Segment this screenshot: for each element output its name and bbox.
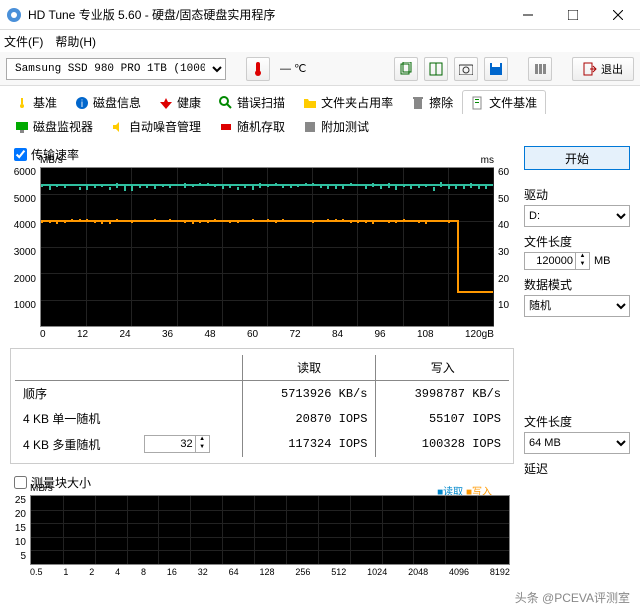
block-checkbox[interactable]: [14, 476, 27, 489]
temp-icon[interactable]: [246, 57, 270, 81]
file-length2-select[interactable]: 64 MB: [524, 432, 630, 454]
temperature: — ℃: [280, 62, 306, 75]
queue-depth-spinner[interactable]: ▲▼: [144, 435, 210, 453]
file-length-label: 文件长度: [524, 233, 630, 250]
drive-label: 驱动: [524, 186, 630, 203]
titlebar: HD Tune 专业版 5.60 - 硬盘/固态硬盘实用程序: [0, 0, 640, 30]
close-button[interactable]: [595, 0, 640, 30]
tab-monitor[interactable]: 磁盘监视器: [6, 114, 102, 138]
tab-bar: 基准 i磁盘信息 健康 错误扫描 文件夹占用率 擦除 文件基准 磁盘监视器 自动…: [0, 86, 640, 138]
result-row-label: 顺序: [15, 381, 136, 407]
menu-help[interactable]: 帮助(H): [55, 33, 96, 50]
tab-extra[interactable]: 附加测试: [294, 114, 378, 138]
menubar: 文件(F) 帮助(H): [0, 30, 640, 52]
maximize-button[interactable]: [550, 0, 595, 30]
result-row-label: 4 KB 多重随机: [15, 431, 136, 457]
minimize-button[interactable]: [505, 0, 550, 30]
tab-folder[interactable]: 文件夹占用率: [294, 90, 402, 114]
chart-block: MB/s ■读取 ■写入 252015105 0.512481632641282…: [10, 495, 514, 579]
start-button[interactable]: 开始: [524, 146, 630, 170]
toolbar: Samsung SSD 980 PRO 1TB (1000 gB) — ℃ 退出: [0, 52, 640, 86]
screenshot-icon[interactable]: [454, 57, 478, 81]
save-icon[interactable]: [484, 57, 508, 81]
window-title: HD Tune 专业版 5.60 - 硬盘/固态硬盘实用程序: [28, 6, 505, 23]
drive-letter-select[interactable]: D:: [524, 205, 630, 227]
exit-button[interactable]: 退出: [572, 57, 634, 81]
file-length-spinner[interactable]: ▲▼: [524, 252, 590, 270]
tab-cache[interactable]: 随机存取: [210, 114, 294, 138]
copy-icon[interactable]: [394, 57, 418, 81]
tab-info[interactable]: i磁盘信息: [66, 90, 150, 114]
chart-transfer: MB/s ms 600050004000300020001000 6050403…: [10, 167, 514, 342]
tab-health[interactable]: 健康: [150, 90, 210, 114]
drive-select[interactable]: Samsung SSD 980 PRO 1TB (1000 gB): [6, 58, 226, 80]
results-table: 读取写入 顺序5713926 KB/s3998787 KB/s4 KB 单一随机…: [10, 348, 514, 464]
app-icon: [6, 7, 22, 23]
delay-label: 延迟: [524, 460, 630, 477]
transfer-checkbox[interactable]: [14, 148, 27, 161]
data-mode-select[interactable]: 随机: [524, 295, 630, 317]
tab-aam[interactable]: 自动噪音管理: [102, 114, 210, 138]
settings-icon[interactable]: [528, 57, 552, 81]
tab-erase[interactable]: 擦除: [402, 90, 462, 114]
menu-file[interactable]: 文件(F): [4, 33, 43, 50]
data-mode-label: 数据模式: [524, 276, 630, 293]
file-length2-label: 文件长度: [524, 413, 630, 430]
tab-benchmark[interactable]: 基准: [6, 90, 66, 114]
watermark: 头条 @PCEVA评测室: [0, 587, 640, 608]
tab-filebench[interactable]: 文件基准: [462, 90, 546, 114]
copy2-icon[interactable]: [424, 57, 448, 81]
svg-text:i: i: [81, 99, 83, 110]
tab-errorscan[interactable]: 错误扫描: [210, 90, 294, 114]
result-row-label: 4 KB 单一随机: [15, 406, 136, 431]
